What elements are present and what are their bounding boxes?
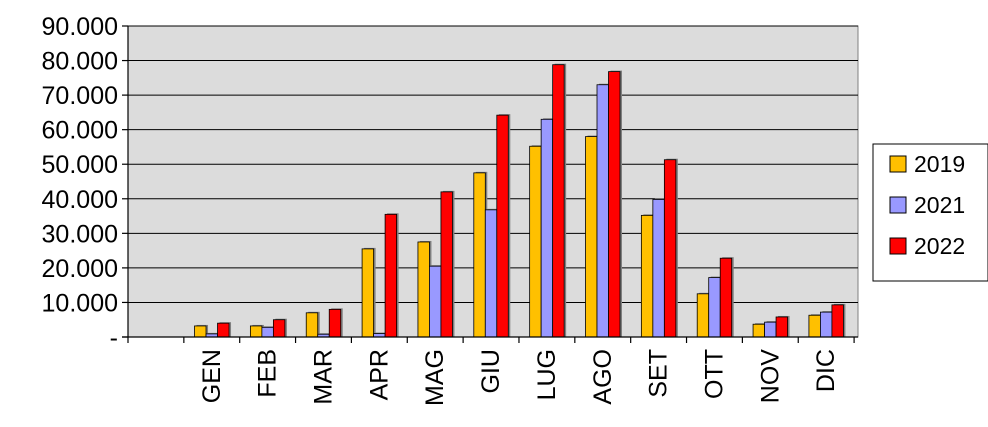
x-tick-label: GEN	[198, 349, 226, 403]
bar-2019-lug	[529, 145, 542, 338]
y-tick-label: 20.000	[42, 255, 118, 283]
bar-2019-ago	[585, 136, 598, 338]
y-tick-label: 40.000	[42, 186, 118, 214]
x-tick-label: MAR	[309, 349, 337, 405]
bar-2019-mar	[305, 312, 319, 338]
bar-2019-nov	[752, 323, 765, 338]
bar-2019-feb	[249, 325, 263, 338]
legend: 2019 2021 2022	[872, 143, 988, 282]
legend-swatch-2021	[889, 196, 907, 214]
bar-2021-ott	[708, 277, 721, 338]
bar-2019-giu	[473, 172, 486, 338]
bar-2022-gen	[217, 322, 230, 338]
bar-2022-giu	[496, 114, 509, 338]
bar-2019-dic	[808, 314, 821, 338]
y-tick-label: 80.000	[42, 48, 118, 76]
bar-2022-ott	[719, 257, 733, 338]
y-axis-ticks: - 10.000 20.000 30.000 40.000 50.000 60.000 70.…	[42, 13, 128, 352]
bar-2021-lug	[540, 118, 554, 338]
y-tick-label: 70.000	[42, 82, 118, 110]
x-tick-label: SET	[645, 349, 673, 398]
bar-2022-nov	[775, 316, 788, 338]
bar-2022-mag	[440, 191, 453, 338]
gridlines	[128, 25, 858, 303]
bar-2022-lug	[552, 64, 565, 338]
legend-label-2019: 2019	[914, 151, 965, 177]
x-tick-label: GIU	[477, 349, 505, 393]
bar-2019-set	[640, 214, 654, 338]
bar-2021-giu	[484, 209, 498, 338]
legend-swatch-2022	[889, 237, 907, 255]
bar-2022-mar	[328, 308, 342, 338]
bar-2021-mag	[429, 265, 442, 338]
y-tick-label: -	[110, 324, 118, 352]
y-tick-label: 90.000	[42, 13, 118, 41]
x-tick-label: DIC	[812, 349, 840, 392]
bar-2022-ago	[608, 71, 621, 338]
bar-2022-dic	[831, 304, 844, 338]
y-tick-label: 60.000	[42, 117, 118, 145]
x-tick-label: AGO	[589, 349, 617, 405]
bar-2019-apr	[361, 248, 374, 338]
x-tick-label: APR	[365, 349, 393, 400]
y-tick-label: 50.000	[42, 151, 118, 179]
x-axis-ticks: GEN FEB MAR APR MAG GIU LUG AGO SET OTT NOV DIC	[127, 337, 855, 406]
legend-label-2021: 2021	[914, 192, 965, 218]
x-tick-label: FEB	[254, 349, 282, 398]
y-tick-label: 10.000	[42, 289, 118, 317]
bar-2021-dic	[820, 311, 833, 338]
y-tick-label: 30.000	[42, 220, 118, 248]
x-tick-label: NOV	[756, 349, 784, 404]
legend-label-2022: 2022	[914, 233, 965, 259]
bar-2022-apr	[384, 213, 397, 338]
bar-2019-mag	[417, 241, 430, 338]
bar-2022-feb	[272, 319, 286, 338]
bar-2019-gen	[194, 325, 207, 338]
bar-2022-set	[663, 159, 677, 338]
bar-2021-set	[652, 199, 665, 338]
bar-2021-ago	[596, 84, 609, 338]
bar-2021-nov	[764, 321, 777, 338]
bar-2019-ott	[696, 293, 710, 338]
x-tick-label: OTT	[700, 349, 728, 399]
bar-2021-feb	[261, 326, 274, 338]
axes	[122, 26, 858, 338]
x-tick-label: LUG	[533, 349, 561, 400]
x-tick-label: MAG	[421, 349, 449, 406]
legend-swatch-2019	[889, 155, 907, 173]
bars	[194, 63, 846, 338]
